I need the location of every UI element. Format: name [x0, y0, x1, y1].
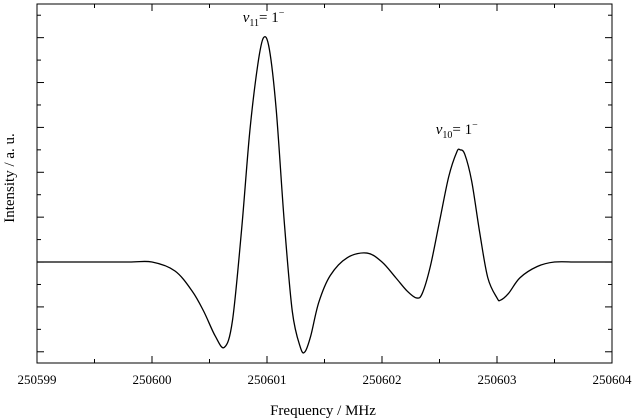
y-axis-label: Intensity / a. u. — [2, 133, 18, 223]
peak-label: v11= 1− — [243, 8, 285, 29]
peak-label-symbol: v — [243, 10, 250, 26]
peak-label-superscript: − — [279, 8, 285, 19]
peak-label-subscript: 11 — [249, 18, 259, 29]
plot-frame — [36, 3, 613, 364]
series-layer — [37, 35, 612, 354]
axes: 250599 250600 250601 250602 250603 250604 — [18, 3, 633, 387]
x-tick-label: 250599 — [18, 372, 57, 387]
x-tick-label: 250604 — [593, 372, 633, 387]
x-tick-label: 250600 — [133, 372, 172, 387]
spectrum-line — [37, 35, 612, 354]
peak-label-value: = 1 — [259, 10, 279, 26]
x-tick-label: 250602 — [363, 372, 402, 387]
peak-label: v10= 1− — [436, 120, 478, 141]
annotations: v11= 1−v10= 1− — [243, 8, 478, 141]
x-tick-label: 250603 — [478, 372, 517, 387]
peak-label-subscript: 10 — [442, 130, 452, 141]
x-axis-label: Frequency / MHz — [270, 403, 376, 419]
peak-label-superscript: − — [472, 120, 478, 131]
peak-label-value: = 1 — [452, 122, 472, 138]
peak-label-symbol: v — [436, 122, 443, 138]
x-tick-label: 250601 — [248, 372, 287, 387]
